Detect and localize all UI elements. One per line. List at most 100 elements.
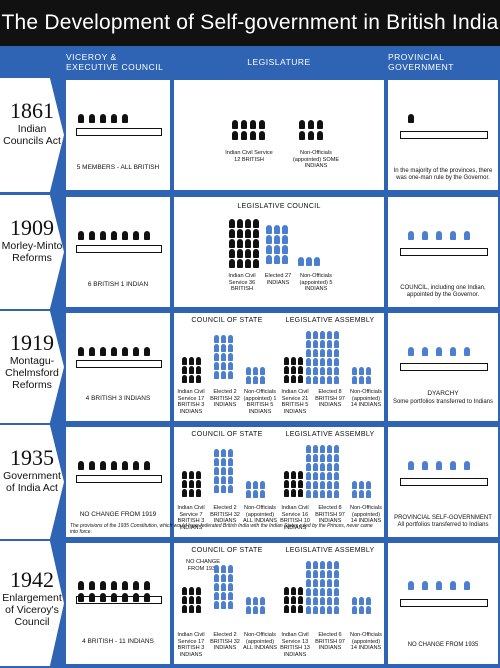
person-icon (228, 565, 233, 573)
person-icon (314, 257, 320, 266)
elected-caption: Elected 27 INDIANS (264, 273, 292, 286)
person-icon (182, 471, 187, 479)
person-icon (196, 587, 201, 595)
person-icon (246, 606, 251, 614)
state-note: NO CHANGE FROM 1935 (186, 559, 220, 572)
person-icon (327, 481, 332, 489)
person-icon (266, 235, 272, 244)
person-icon (327, 606, 332, 614)
person-icon (306, 376, 311, 384)
person-icon (221, 335, 226, 343)
person-icon (214, 335, 219, 343)
person-icon (334, 376, 339, 384)
person-icon (144, 346, 150, 356)
person-icon (320, 376, 325, 384)
person-icon (352, 367, 357, 375)
era-label: 1861 Indian Councils Act (0, 98, 64, 148)
person-icon (366, 606, 371, 614)
era-year: 1861 (10, 98, 54, 123)
person-icon (327, 349, 332, 357)
person-icon (436, 461, 442, 471)
person-icon (237, 259, 243, 268)
era-arrow (0, 78, 64, 192)
person-icon (334, 481, 339, 489)
person-icon (228, 362, 233, 370)
person-icon (214, 458, 219, 466)
person-icon (253, 249, 259, 258)
person-icon (298, 480, 303, 488)
person-icon (111, 346, 117, 356)
provincial-caption: Some portfolios transferred to Indians (392, 399, 494, 405)
person-icon (313, 481, 318, 489)
person-icon (320, 561, 325, 569)
era-event: Morley-Minto Reforms (1, 240, 63, 264)
person-icon (408, 580, 414, 590)
person-icon (408, 346, 414, 356)
council-caption: 4 BRITISH 3 INDIANS (85, 395, 151, 402)
ics-caption: Indian Civil Service 36 BRITISH (228, 273, 256, 292)
person-icon (320, 606, 325, 614)
person-icon (313, 367, 318, 375)
person-icon (436, 231, 442, 241)
person-icon (214, 601, 219, 609)
legislature-panel: LEGISLATIVE COUNCIL Indian Civil Service … (174, 197, 384, 307)
era-year: 1919 (10, 330, 54, 355)
person-icon (196, 480, 201, 488)
person-icon (334, 561, 339, 569)
person-icon (253, 259, 259, 268)
person-icon (291, 596, 296, 604)
person-icon (259, 120, 265, 129)
era-arrow (0, 541, 64, 666)
era-row-1909: 1909 Morley-Minto Reforms 6 BRITISH 1 INDI… (0, 195, 500, 309)
person-icon (228, 574, 233, 582)
person-icon (214, 565, 219, 573)
era-year: 1935 (10, 445, 54, 470)
legislative-assembly-title: LEGISLATIVE ASSEMBLY (285, 547, 375, 554)
person-icon (100, 231, 106, 241)
person-icon (291, 366, 296, 374)
person-icon (334, 331, 339, 339)
person-icon (266, 225, 272, 234)
person-icon (100, 461, 106, 471)
viceroy-panel: 4 BRITISH 3 INDIANS (66, 313, 170, 421)
state-elected-caption: Elected 2 BRITISH 32 INDIANS (210, 505, 240, 524)
council-table (76, 595, 162, 604)
person-icon (245, 219, 251, 228)
person-icon (327, 358, 332, 366)
person-icon (306, 481, 311, 489)
era-year: 1909 (10, 215, 54, 240)
person-icon (422, 580, 428, 590)
person-icon (320, 358, 325, 366)
assembly-elected-caption: Elected 8 BRITISH 97 INDIANS (315, 505, 345, 524)
person-icon (122, 580, 128, 590)
person-icon (327, 490, 332, 498)
person-icon (464, 580, 470, 590)
person-icon (284, 587, 289, 595)
person-icon (144, 580, 150, 590)
person-icon (229, 249, 235, 258)
person-icon (133, 461, 139, 471)
viceroy-panel: 5 MEMBERS - ALL BRITISH (66, 80, 170, 190)
person-icon (232, 131, 238, 140)
person-icon (182, 366, 187, 374)
person-icon (182, 596, 187, 604)
person-icon (228, 371, 233, 379)
person-icon (352, 606, 357, 614)
person-icon (214, 467, 219, 475)
person-icon (229, 219, 235, 228)
person-icon (237, 219, 243, 228)
person-icon (306, 490, 311, 498)
person-icon (245, 249, 251, 258)
era-row-1942: 1942 Enlargement of Viceroy's Council 4 BR… (0, 541, 500, 666)
person-icon (221, 449, 226, 457)
era-event: Montagu-Chelmsford Reforms (5, 355, 59, 391)
state-ics-caption: Indian Civil Service 17 BRITISH 3 INDIAN… (177, 389, 205, 415)
person-icon (408, 231, 414, 241)
person-icon (450, 580, 456, 590)
person-icon (189, 357, 194, 365)
era-event: Government of India Act (3, 470, 61, 494)
person-icon (260, 606, 265, 614)
person-icon (78, 231, 84, 241)
person-icon (122, 592, 128, 602)
person-icon (253, 229, 259, 238)
